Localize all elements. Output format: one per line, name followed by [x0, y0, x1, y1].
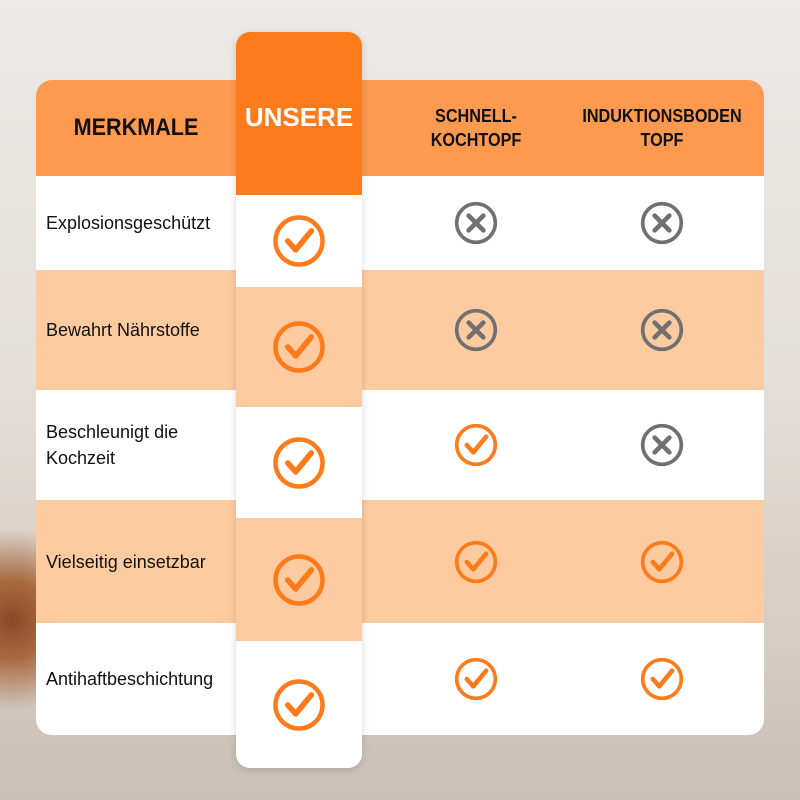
- header-unsere: UNSERE: [236, 32, 362, 195]
- cross-icon: [376, 176, 576, 270]
- check-icon: [376, 390, 576, 500]
- header-features: MERKMALE: [73, 114, 199, 141]
- check-icon: [236, 195, 362, 287]
- unsere-column: UNSERE: [236, 32, 362, 768]
- check-icon: [236, 287, 362, 407]
- check-icon: [236, 641, 362, 768]
- check-icon: [376, 500, 576, 623]
- table-row: Antihaftbeschichtung: [36, 623, 764, 735]
- cross-icon: [566, 270, 758, 390]
- table-row: Bewahrt Nährstoffe: [36, 270, 764, 390]
- comparison-table: MERKMALE SCHNELL- KOCHTOPF INDUKTIONSBOD…: [36, 80, 764, 735]
- check-icon: [376, 623, 576, 735]
- cross-icon: [566, 176, 758, 270]
- cross-icon: [566, 390, 758, 500]
- check-icon: [566, 500, 758, 623]
- feature-label: Antihaftbeschichtung: [46, 669, 214, 689]
- feature-label: Bewahrt Nährstoffe: [46, 320, 200, 340]
- check-icon: [236, 407, 362, 518]
- cross-icon: [376, 270, 576, 390]
- header-schnellkochtopf: SCHNELL- KOCHTOPF: [430, 106, 522, 150]
- table-row: Vielseitig einsetzbar: [36, 500, 764, 623]
- check-icon: [236, 518, 362, 641]
- table-row: Explosionsgeschützt: [36, 176, 764, 270]
- header-row: MERKMALE SCHNELL- KOCHTOPF INDUKTIONSBOD…: [36, 80, 764, 176]
- feature-label: Explosionsgeschützt: [46, 213, 211, 233]
- feature-label: Beschleunigt die Kochzeit: [46, 422, 179, 468]
- feature-label: Vielseitig einsetzbar: [46, 551, 206, 572]
- check-icon: [566, 623, 758, 735]
- header-induktionsboden-topf: INDUKTIONSBODEN TOPF: [582, 106, 742, 150]
- table-row: Beschleunigt die Kochzeit: [36, 390, 764, 500]
